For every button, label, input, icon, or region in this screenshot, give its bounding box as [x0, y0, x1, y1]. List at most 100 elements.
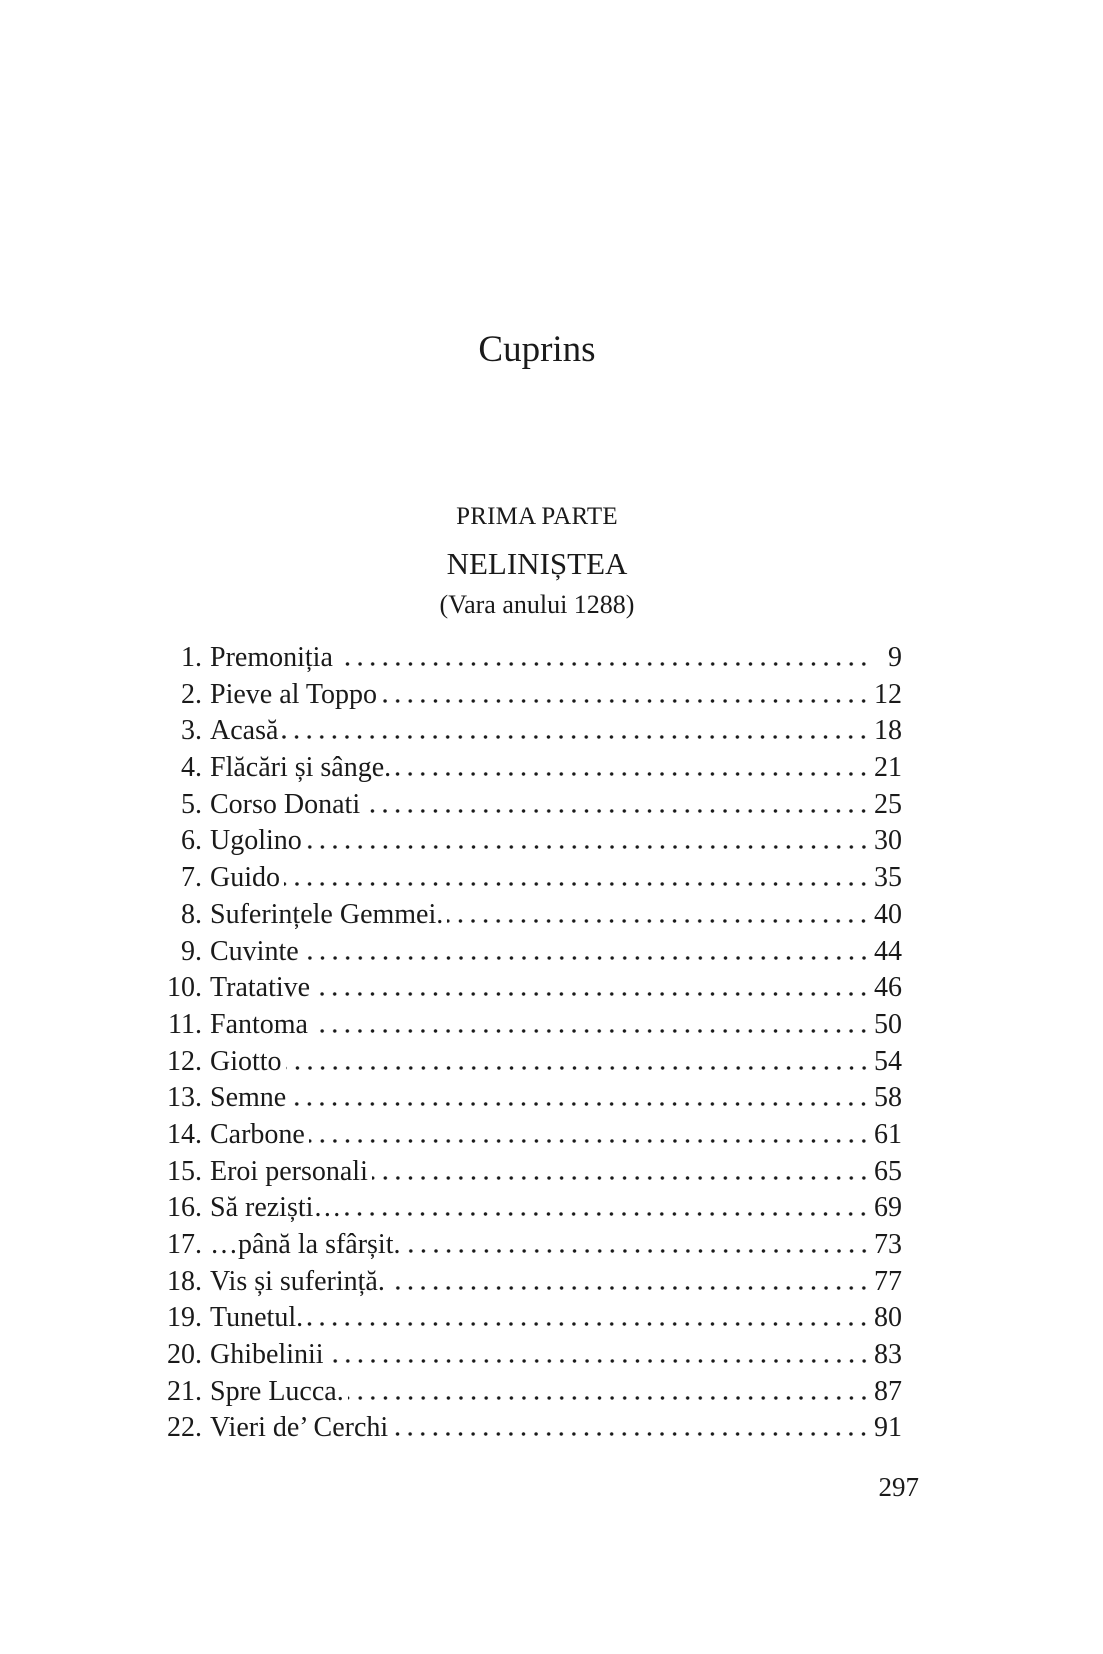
toc-entry: 10. Tratative 46: [150, 970, 902, 1007]
dot-leader: [285, 1065, 870, 1070]
entry-title: Ghibelinii: [210, 1339, 324, 1371]
toc-entry: 9. Cuvinte 44: [150, 934, 902, 971]
entry-title: Suferințele Gemmei.: [210, 898, 444, 930]
dot-leader: [312, 1028, 870, 1033]
entry-number: 12.: [167, 1045, 202, 1077]
entry-page: 87: [874, 1375, 902, 1407]
entry-page: 44: [874, 935, 902, 967]
page-title: Cuprins: [478, 329, 596, 370]
part-title: NELINIȘTEA: [446, 546, 628, 581]
dot-leader: [347, 1395, 870, 1400]
dot-leader: [284, 882, 870, 887]
entry-number: 7.: [181, 862, 202, 894]
part-period: (Vara anului 1288): [439, 590, 635, 619]
entry-title: …până la sfârșit.: [210, 1229, 401, 1260]
entry-number: 2.: [181, 678, 202, 710]
toc-entry: 15. Eroi personali 65: [150, 1154, 902, 1191]
entry-page: 61: [874, 1118, 902, 1150]
entry-title: Tratative: [210, 972, 311, 1004]
dot-leader: [327, 1359, 870, 1364]
dot-leader: [305, 845, 870, 850]
dot-leader: [404, 1249, 870, 1253]
part-label: PRIMA PARTE: [456, 503, 618, 530]
entry-number: 20.: [167, 1339, 202, 1371]
entry-title: Semne: [210, 1082, 287, 1114]
toc-entry: 5. Corso Donati 25: [150, 787, 902, 824]
toc-entry: 1. Premoniția 9: [150, 640, 902, 677]
entry-title: Flăcări și sânge.: [210, 752, 392, 784]
entry-title: Eroi personali: [210, 1155, 368, 1187]
toc-entry: 2. Pieve al Toppo 12: [150, 677, 902, 714]
entry-title: Premoniția: [210, 642, 333, 673]
entry-title: Tunetul.: [210, 1302, 304, 1334]
table-of-contents: 1. Premoniția 9 2. Pieve al Toppo 12 3. Acasă 18…: [150, 640, 902, 1447]
dot-leader: [388, 1285, 870, 1290]
entry-title: Cuvinte: [210, 935, 299, 967]
entry-number: 3.: [181, 715, 202, 747]
entry-page: 77: [874, 1265, 902, 1297]
page-number: 297: [878, 1472, 920, 1502]
dot-leader: [302, 955, 870, 960]
toc-entry: 8. Suferințele Gemmei. 40: [150, 897, 902, 934]
dot-leader: [381, 698, 870, 703]
toc-entry: 12. Giotto 54: [150, 1044, 902, 1081]
entry-number: 14.: [167, 1118, 202, 1150]
entry-title: Ugolino: [210, 825, 302, 857]
entry-number: 19.: [167, 1302, 202, 1334]
entry-number: 15.: [167, 1155, 202, 1187]
entry-page: 65: [874, 1155, 902, 1187]
dot-leader: [307, 1322, 870, 1327]
toc-entry: 17. …până la sfârșit. 73: [150, 1227, 902, 1264]
entry-number: 6.: [181, 825, 202, 857]
toc-entry: 16. Să reziști… 69: [150, 1190, 902, 1227]
entry-page: 83: [874, 1339, 902, 1371]
entry-number: 4.: [181, 752, 202, 784]
toc-entry: 19. Tunetul. 80: [150, 1300, 902, 1337]
entry-page: 30: [874, 825, 902, 857]
entry-title: Acasă: [210, 715, 279, 747]
entry-title: Spre Lucca.: [210, 1375, 344, 1407]
toc-entry: 21. Spre Lucca. 87: [150, 1374, 902, 1411]
entry-page: 21: [874, 752, 902, 784]
entry-title: Pieve al Toppo: [210, 678, 378, 710]
entry-title: Vis și suferință.: [210, 1265, 385, 1297]
toc-entry: 11. Fantoma 50: [150, 1007, 902, 1044]
entry-number: 1.: [181, 642, 202, 673]
entry-title: Corso Donati: [210, 788, 361, 820]
dot-leader: [282, 735, 870, 740]
entry-number: 21.: [167, 1375, 202, 1407]
entry-page: 35: [874, 862, 902, 894]
entry-title: Carbone: [210, 1118, 305, 1150]
toc-entry: 18. Vis și suferință. 77: [150, 1264, 902, 1301]
dot-leader: [345, 1212, 870, 1217]
dot-leader: [392, 1432, 870, 1437]
toc-entry: 13. Semne 58: [150, 1080, 902, 1117]
toc-entry: 20. Ghibelinii 83: [150, 1337, 902, 1374]
entry-title: Guido: [210, 862, 280, 894]
entry-page: 25: [874, 788, 902, 820]
entry-title: Vieri de’ Cerchi: [210, 1412, 389, 1444]
entry-title: Să reziști…: [210, 1192, 342, 1224]
entry-page: 40: [874, 898, 902, 930]
entry-page: 58: [874, 1082, 902, 1114]
entry-number: 9.: [181, 935, 202, 967]
dot-leader: [336, 662, 870, 666]
dot-leader: [314, 992, 870, 997]
entry-page: 50: [874, 1008, 902, 1040]
entry-number: 13.: [167, 1082, 202, 1114]
toc-entry: 7. Guido 35: [150, 860, 902, 897]
toc-entry: 14. Carbone 61: [150, 1117, 902, 1154]
dot-leader: [290, 1102, 870, 1107]
entry-number: 10.: [167, 972, 202, 1004]
toc-entry: 22. Vieri de’ Cerchi 91: [150, 1410, 902, 1447]
entry-page: 91: [874, 1412, 902, 1444]
toc-entry: 4. Flăcări și sânge. 21: [150, 750, 902, 787]
dot-leader: [395, 772, 870, 777]
dot-leader: [364, 808, 870, 813]
entry-number: 17.: [167, 1229, 202, 1260]
entry-page: 46: [874, 972, 902, 1004]
toc-entry: 3. Acasă 18: [150, 713, 902, 750]
dot-leader: [447, 918, 870, 923]
entry-title: Fantoma: [210, 1008, 308, 1040]
entry-number: 22.: [167, 1412, 202, 1444]
